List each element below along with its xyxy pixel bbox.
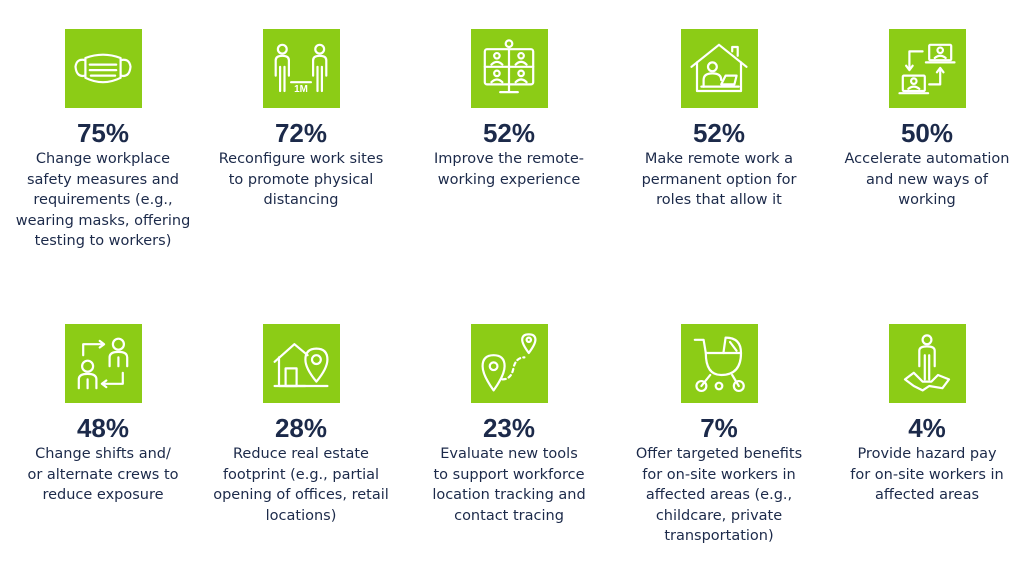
stat-percent: 72% (274, 118, 328, 148)
automation-icon (898, 43, 956, 94)
stat-percent: 23% (482, 413, 536, 443)
stat-description: Change workplace safety measures and req… (15, 151, 191, 249)
stat-percent: 7% (700, 413, 738, 443)
stat-description: Accelerate automation and new ways of wo… (844, 151, 1010, 208)
stat-percent: 50% (900, 118, 954, 148)
stat-description: Offer targeted benefits for on-site work… (635, 446, 803, 544)
stat-tile (262, 324, 340, 403)
stat-tile (470, 29, 548, 108)
location-tracking-icon (481, 332, 537, 391)
stat-description: Make remote work a permanent option for … (641, 151, 797, 208)
stat-description: Reduce real estate footprint (e.g., part… (213, 446, 389, 524)
stat-percent: 75% (76, 118, 130, 148)
stat-description: Evaluate new tools to support workforce … (432, 446, 586, 524)
stat-description: Provide hazard pay for on-site workers i… (850, 446, 1004, 503)
stat-card: 52% Make remote work a permanent option … (619, 29, 819, 211)
stat-tile (470, 324, 548, 403)
stat-description: Change shifts and/ or alternate crews to… (27, 446, 179, 503)
physical-distancing-icon: 1M (274, 43, 328, 95)
stat-card: 75% Change workplace safety measures and… (3, 29, 203, 252)
stat-tile (64, 324, 142, 403)
stat-card: 7% Offer targeted benefits for on-site w… (619, 324, 819, 547)
stat-card: 4% Provide hazard pay for on-site worker… (827, 324, 1014, 506)
stat-percent: 48% (76, 413, 130, 443)
stat-percent: 28% (274, 413, 328, 443)
stat-tile: 1M (262, 29, 340, 108)
stat-description: Improve the remote- working experience (433, 151, 585, 188)
work-from-home-icon (690, 43, 748, 92)
stat-card: 23% Evaluate new tools to support workfo… (409, 324, 609, 526)
stat-tile (64, 29, 142, 108)
video-conference-icon (483, 38, 535, 93)
stat-card: 50% Accelerate automation and new ways o… (827, 29, 1014, 211)
stat-card: 48% Change shifts and/ or alternate crew… (3, 324, 203, 506)
shift-swap-icon (77, 337, 129, 389)
stat-card: 1M 72% Reconfigure work sites to promote… (201, 29, 401, 211)
stroller-icon (693, 336, 745, 392)
hazard-worker-icon (903, 333, 951, 391)
face-mask-icon (74, 53, 132, 83)
stat-tile (680, 324, 758, 403)
stat-percent: 52% (692, 118, 746, 148)
stat-tile (680, 29, 758, 108)
stat-description: Reconfigure work sites to promote physic… (218, 151, 384, 208)
stat-percent: 52% (482, 118, 536, 148)
stat-card: 52% Improve the remote- working experien… (409, 29, 609, 190)
distance-label: 1M (294, 84, 308, 95)
stat-tile (888, 29, 966, 108)
stat-percent: 4% (908, 413, 946, 443)
stat-card: 28% Reduce real estate footprint (e.g., … (201, 324, 401, 526)
stat-tile (888, 324, 966, 403)
real-estate-icon (273, 342, 329, 387)
